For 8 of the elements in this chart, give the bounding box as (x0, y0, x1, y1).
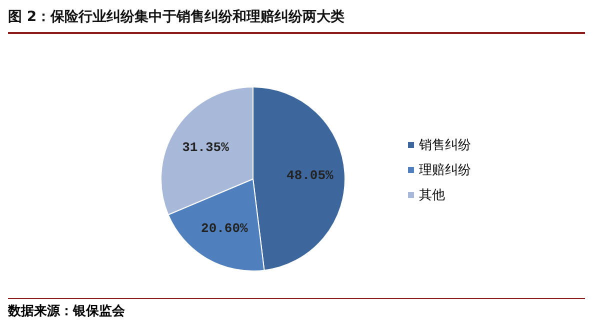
legend-label: 其他 (419, 186, 445, 204)
data-label: 31.35% (182, 140, 230, 155)
data-label: 20.60% (201, 220, 248, 236)
chart-title: 图 2：保险行业纠纷集中于销售纠纷和理赔纠纷两大类 (8, 8, 345, 26)
source-note: 数据来源：银保监会 (8, 303, 125, 320)
data-label: 48.05% (286, 168, 334, 184)
legend-label: 理赔纠纷 (419, 162, 471, 178)
legend-label: 销售纠纷 (419, 136, 471, 154)
